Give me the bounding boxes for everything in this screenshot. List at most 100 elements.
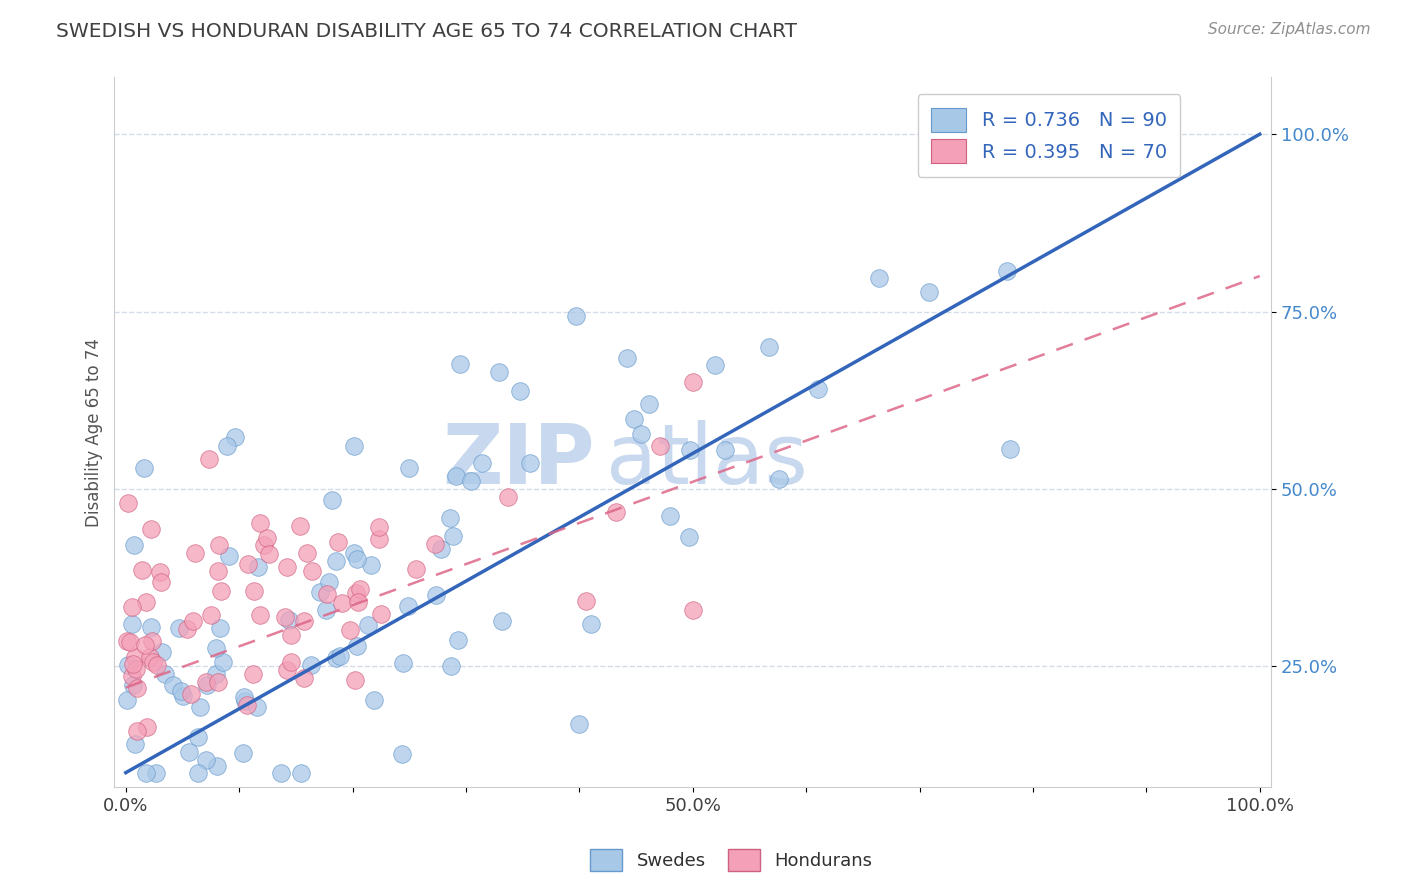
Point (139, 649, 162, 664)
Text: atlas: atlas (606, 420, 808, 501)
Point (194, 753, 217, 767)
Point (346, 551, 368, 566)
Point (124, 737, 146, 751)
Point (392, 657, 415, 671)
Point (209, 583, 232, 598)
Point (150, 645, 173, 659)
Point (488, 365, 510, 379)
Point (650, 440, 672, 454)
Point (142, 655, 165, 669)
Point (575, 594, 598, 608)
Point (121, 616, 143, 631)
Point (321, 493, 343, 508)
Point (195, 678, 218, 692)
Point (146, 657, 169, 672)
Point (236, 557, 259, 571)
Point (205, 667, 228, 681)
Point (370, 607, 392, 622)
Point (259, 547, 281, 561)
Point (564, 310, 586, 324)
Point (678, 530, 700, 544)
Point (439, 510, 461, 524)
Point (249, 607, 271, 622)
Point (197, 452, 219, 467)
Point (391, 747, 413, 761)
Point (441, 529, 464, 543)
Point (301, 564, 323, 578)
Point (363, 693, 385, 707)
Point (190, 700, 212, 714)
Point (132, 460, 155, 475)
Point (519, 456, 541, 470)
Point (344, 586, 367, 600)
Point (127, 681, 149, 696)
Point (121, 599, 143, 614)
Point (299, 658, 322, 673)
Point (127, 724, 149, 739)
Point (658, 508, 681, 523)
Point (117, 658, 139, 673)
Point (292, 672, 315, 686)
Point (177, 745, 200, 759)
Point (360, 558, 382, 572)
Point (233, 694, 256, 708)
Point (172, 689, 194, 703)
Point (195, 674, 218, 689)
Point (616, 351, 638, 366)
Point (187, 730, 209, 744)
Point (343, 439, 366, 453)
Point (181, 614, 204, 628)
Text: Source: ZipAtlas.com: Source: ZipAtlas.com (1208, 22, 1371, 37)
Point (425, 588, 447, 602)
Point (141, 522, 163, 536)
Point (347, 595, 370, 609)
Text: ZIP: ZIP (441, 420, 595, 501)
Point (682, 603, 704, 617)
Point (135, 720, 157, 734)
Point (122, 657, 145, 671)
Legend: R = 0.736   N = 90, R = 0.395   N = 70: R = 0.736 N = 90, R = 0.395 N = 70 (918, 95, 1181, 177)
Point (396, 599, 419, 614)
Point (208, 537, 231, 551)
Point (276, 663, 298, 677)
Point (398, 460, 420, 475)
Point (714, 443, 737, 458)
Point (167, 622, 190, 636)
Point (344, 673, 367, 688)
Point (131, 563, 153, 577)
Point (247, 560, 270, 574)
Point (218, 549, 240, 564)
Point (135, 765, 157, 780)
Point (568, 717, 591, 731)
Point (274, 610, 297, 624)
Point (367, 532, 389, 546)
Point (184, 546, 207, 560)
Point (253, 537, 276, 551)
Point (295, 546, 318, 560)
Point (290, 765, 312, 780)
Point (115, 633, 138, 648)
Point (460, 475, 482, 489)
Point (121, 669, 143, 683)
Point (232, 746, 254, 760)
Point (162, 677, 184, 691)
Point (207, 565, 229, 579)
Point (623, 412, 645, 426)
Point (141, 633, 163, 648)
Point (122, 678, 145, 692)
Point (149, 565, 172, 579)
Point (187, 765, 209, 780)
Point (325, 651, 347, 665)
Point (134, 638, 156, 652)
Point (170, 683, 193, 698)
Point (471, 456, 494, 470)
Point (423, 537, 446, 551)
Point (917, 285, 939, 300)
Point (309, 585, 332, 599)
Text: SWEDISH VS HONDURAN DISABILITY AGE 65 TO 74 CORRELATION CHART: SWEDISH VS HONDURAN DISABILITY AGE 65 TO… (56, 22, 797, 41)
Point (124, 650, 146, 665)
Point (153, 667, 176, 681)
Point (318, 575, 340, 590)
Point (444, 468, 467, 483)
Point (868, 271, 890, 285)
